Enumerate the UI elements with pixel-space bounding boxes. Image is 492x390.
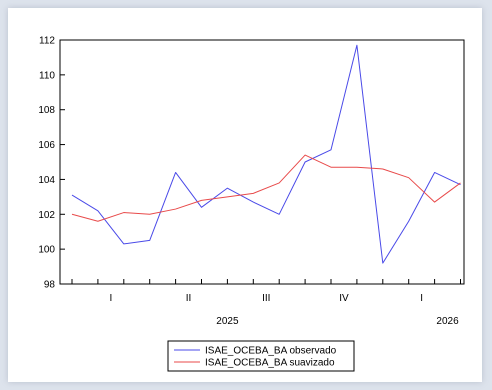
year-label: 2025 — [216, 316, 239, 327]
y-tick-label: 100 — [38, 245, 55, 256]
y-tick-label: 106 — [38, 140, 55, 151]
quarter-label: I — [420, 293, 423, 304]
y-tick-label: 110 — [39, 70, 55, 81]
y-tick-label: 112 — [39, 36, 55, 47]
year-label: 2026 — [436, 316, 459, 327]
legend-entry: ISAE_OCEBA_BA observado — [205, 346, 337, 357]
y-tick-label: 108 — [38, 105, 55, 116]
legend-box — [167, 340, 355, 372]
series-observado-line — [71, 44, 461, 264]
quarter-label: II — [186, 293, 192, 304]
quarter-label: III — [262, 293, 270, 304]
y-tick-label: 104 — [38, 175, 55, 186]
plot-area-frame — [59, 39, 465, 285]
quarter-label: IV — [339, 293, 349, 304]
y-tick-label: 102 — [38, 210, 55, 221]
series-suavizado-line — [71, 154, 461, 222]
legend-entry: ISAE_OCEBA_BA suavizado — [205, 358, 335, 369]
y-tick-label: 98 — [44, 280, 56, 291]
quarter-label: I — [109, 293, 112, 304]
